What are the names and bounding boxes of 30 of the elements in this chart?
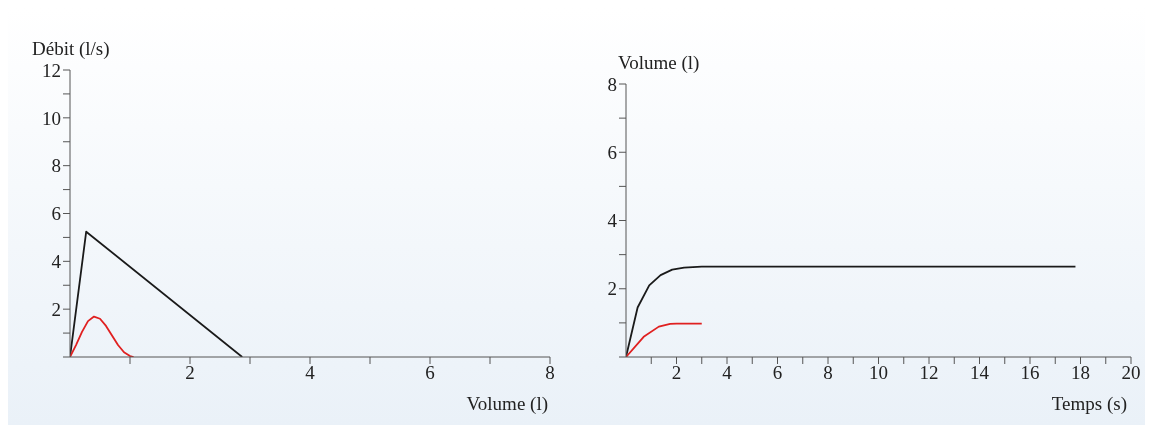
y-tick-label: 4 [607, 210, 618, 232]
x-tick-label: 20 [1121, 362, 1141, 384]
y-axis-title: Volume (l) [618, 52, 700, 74]
x-tick-label: 18 [1071, 362, 1090, 384]
x-tick-label: 12 [919, 362, 939, 384]
y-tick-label: 2 [607, 278, 617, 300]
x-axis-title: Temps (s) [1051, 393, 1127, 415]
x-tick-label: 14 [970, 362, 990, 384]
y-tick-label: 4 [51, 251, 62, 273]
x-tick-label: 16 [1020, 362, 1040, 384]
y-tick-label: 2 [51, 298, 61, 320]
x-tick-label: 8 [823, 362, 833, 384]
x-tick-label: 2 [671, 362, 682, 384]
y-tick-label: 6 [51, 203, 61, 225]
line-series [626, 265, 1077, 357]
x-tick-label: 4 [722, 362, 733, 384]
x-tick-label: 6 [772, 362, 783, 384]
line-series [626, 322, 703, 357]
y-tick-label: 8 [607, 73, 617, 95]
y-axis-title: Débit (l/s) [32, 38, 110, 60]
y-tick-label: 12 [42, 59, 61, 81]
x-axis-title: Volume (l) [466, 393, 548, 415]
x-tick-label: 4 [305, 362, 316, 384]
x-tick-label: 8 [545, 362, 555, 384]
y-tick-label: 10 [42, 107, 61, 129]
x-tick-label: 6 [425, 362, 435, 384]
x-tick-label: 2 [185, 362, 195, 384]
y-tick-label: 8 [51, 155, 61, 177]
y-tick-label: 6 [607, 141, 617, 163]
x-tick-label: 10 [869, 362, 888, 384]
